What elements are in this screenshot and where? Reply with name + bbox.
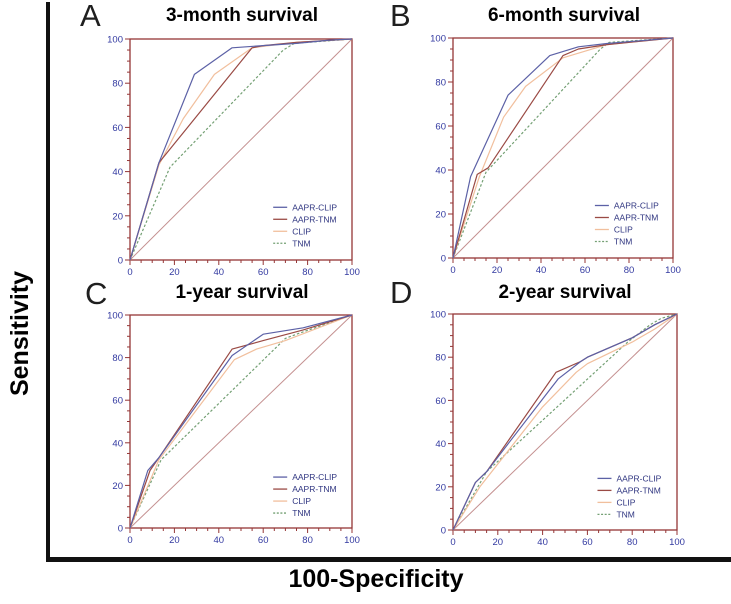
- roc-curve-clip: [129, 314, 353, 529]
- legend-label-aapr-clip: AAPR-CLIP: [292, 202, 337, 212]
- legend-label-tnm: TNM: [614, 237, 632, 247]
- legend-label-clip: CLIP: [292, 226, 311, 236]
- x-tick-label: 20: [169, 267, 180, 278]
- roc-curve-aapr-clip: [129, 38, 353, 261]
- x-tick-label: 80: [302, 535, 313, 546]
- x-tick-label: 40: [214, 267, 225, 278]
- roc-plot-1-year: 00 20 20 40 40 60 60 80 80 100 100 AAPR-CLIP AAPR-TN…: [107, 311, 360, 547]
- legend-label-clip: CLIP: [616, 497, 635, 507]
- y-tick-label: 20: [112, 211, 123, 222]
- x-tick-label: 80: [624, 265, 635, 276]
- y-tick-label: 40: [112, 438, 123, 449]
- y-tick-label: 60: [112, 396, 123, 407]
- x-tick-label: 20: [169, 535, 180, 546]
- y-tick-label: 100: [107, 35, 123, 46]
- y-tick-label: 0: [441, 526, 446, 537]
- x-tick-label: 100: [665, 265, 681, 276]
- y-tick-label: 0: [118, 256, 123, 267]
- x-tick-label: 0: [127, 535, 132, 546]
- roc-plot-3-month: 00 20 20 40 40 60 60 80 80 100 100 AAPR-CLIP AAPR-TN…: [107, 35, 360, 279]
- legend-label-aapr-tnm: AAPR-TNM: [614, 213, 658, 223]
- roc-curve-aapr-tnm: [452, 37, 674, 259]
- panel-letter-a: A: [80, 0, 101, 33]
- x-tick-label: 100: [344, 267, 360, 278]
- x-tick-label: 80: [302, 267, 313, 278]
- y-tick-label: 60: [435, 122, 446, 133]
- panel-title-6-month: 6-month survival: [487, 5, 641, 26]
- legend-label-aapr-clip: AAPR-CLIP: [616, 473, 661, 483]
- roc-curve-tnm: [129, 314, 353, 529]
- y-axis-label: Sensitivity: [6, 270, 35, 396]
- y-tick-label: 100: [430, 34, 446, 45]
- y-tick-label: 100: [430, 310, 446, 321]
- y-axis-label-wrap: Sensitivity: [2, 228, 40, 438]
- legend-label-aapr-tnm: AAPR-TNM: [616, 485, 660, 495]
- legend-label-tnm: TNM: [616, 509, 634, 519]
- reference-line: [129, 38, 353, 261]
- x-tick-label: 60: [258, 267, 269, 278]
- x-tick-label: 80: [627, 537, 638, 548]
- x-tick-label: 60: [580, 265, 591, 276]
- legend-label-aapr-tnm: AAPR-TNM: [292, 214, 336, 224]
- roc-curve-aapr-clip: [452, 313, 678, 531]
- y-tick-label: 80: [112, 353, 123, 364]
- roc-curve-aapr-clip: [129, 314, 353, 529]
- legend-label-tnm: TNM: [292, 508, 310, 518]
- x-tick-label: 0: [450, 537, 455, 548]
- panel-title-2-year: 2-year survival: [498, 282, 632, 303]
- panel-title-1-year: 1-year survival: [175, 282, 309, 303]
- x-tick-label: 40: [536, 265, 547, 276]
- figure-x-axis-line: [46, 557, 731, 562]
- legend-label-tnm: TNM: [292, 238, 310, 248]
- legend-label-aapr-clip: AAPR-CLIP: [614, 201, 659, 211]
- panel-letter-d: D: [390, 275, 413, 310]
- y-tick-label: 0: [441, 254, 446, 265]
- y-tick-label: 60: [112, 123, 123, 134]
- y-tick-label: 20: [112, 481, 123, 492]
- x-tick-label: 0: [127, 267, 132, 278]
- y-tick-label: 40: [435, 439, 446, 450]
- y-tick-label: 80: [112, 79, 123, 90]
- roc-plot-2-year: 00 20 20 40 40 60 60 80 80 100 100 AAPR-CLIP AAPR-TN…: [430, 310, 685, 549]
- legend-label-aapr-clip: AAPR-CLIP: [292, 472, 337, 482]
- roc-plot-6-month: 00 20 20 40 40 60 60 80 80 100 100 AAPR-CLIP AAPR-TN…: [430, 34, 681, 277]
- y-tick-label: 40: [435, 166, 446, 177]
- legend-label-aapr-tnm: AAPR-TNM: [292, 484, 336, 494]
- panel-letter-c: C: [85, 276, 108, 311]
- legend-label-clip: CLIP: [292, 496, 311, 506]
- roc-curve-clip: [452, 313, 678, 531]
- x-tick-label: 40: [537, 537, 548, 548]
- panel-letter-b: B: [390, 0, 411, 33]
- y-tick-label: 20: [435, 482, 446, 493]
- x-tick-label: 100: [669, 537, 685, 548]
- reference-line: [129, 314, 353, 529]
- y-tick-label: 60: [435, 396, 446, 407]
- legend-label-clip: CLIP: [614, 225, 633, 235]
- roc-curve-tnm: [452, 313, 678, 531]
- roc-curve-aapr-tnm: [129, 314, 353, 529]
- x-tick-label: 40: [214, 535, 225, 546]
- x-tick-label: 0: [450, 265, 455, 276]
- x-tick-label: 60: [582, 537, 593, 548]
- y-tick-label: 80: [435, 78, 446, 89]
- figure-y-axis-line: [46, 2, 50, 561]
- reference-line: [452, 313, 678, 531]
- y-tick-label: 100: [107, 311, 123, 322]
- panel-title-3-month: 3-month survival: [165, 5, 319, 26]
- y-tick-label: 80: [435, 353, 446, 364]
- y-tick-label: 40: [112, 167, 123, 178]
- x-axis-label: 100-Specificity: [288, 565, 464, 593]
- x-tick-label: 100: [344, 535, 360, 546]
- y-tick-label: 0: [118, 524, 123, 535]
- reference-line: [452, 37, 674, 259]
- x-tick-label: 20: [492, 265, 503, 276]
- x-tick-label: 60: [258, 535, 269, 546]
- roc-curve-aapr-clip: [452, 37, 674, 259]
- y-tick-label: 20: [435, 210, 446, 221]
- x-tick-label: 20: [493, 537, 504, 548]
